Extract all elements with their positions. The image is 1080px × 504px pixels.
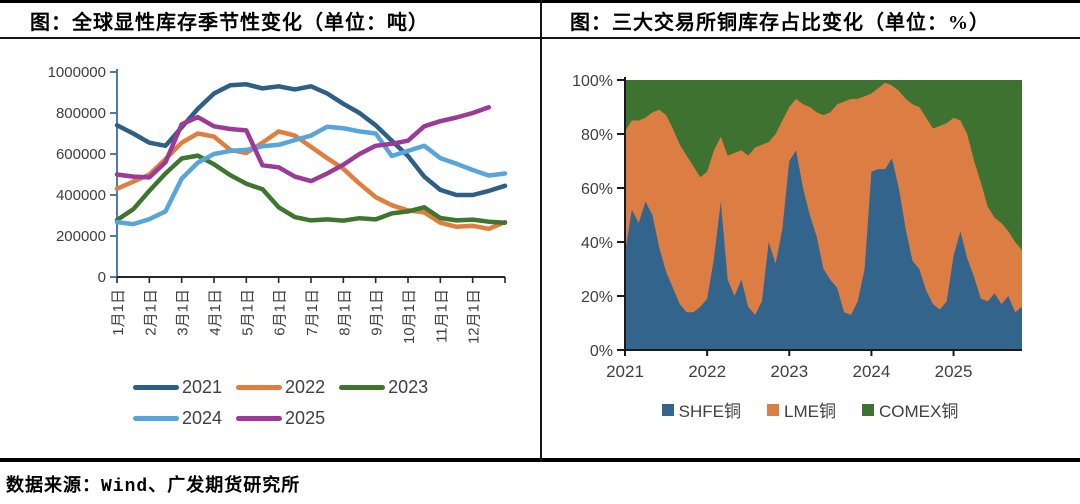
right-chart-cell: 0% 20% 40% 60% 80% 100% 2021 2022 2023 2024 2025 S… <box>540 39 1080 458</box>
series-line-2024 <box>114 124 508 227</box>
left-chart-legend: 2021 2022 2023 2024 2025 <box>133 377 463 429</box>
right-y-tick-label: 40% <box>581 235 613 252</box>
legend-label: 2021 <box>182 377 223 397</box>
left-x-tick-label: 6月1日 <box>272 289 289 336</box>
right-chart-legend: SHFE铜 LME铜 COMEX铜 <box>540 397 1080 422</box>
left-y-tick-label: 600000 <box>56 146 106 163</box>
left-x-tick-label: 3月1日 <box>175 289 192 336</box>
legend-square-swatch <box>861 403 874 416</box>
data-source-note: 数据来源：Wind、广发期货研究所 <box>6 477 301 497</box>
left-x-tick-label: 7月1日 <box>304 289 321 336</box>
legend-item-2021: 2021 <box>133 377 222 398</box>
legend-line-swatch <box>133 416 179 421</box>
legend-line-swatch <box>339 385 386 390</box>
left-y-tick-label: 1000000 <box>48 64 106 81</box>
left-y-tick-label: 400000 <box>56 187 106 204</box>
left-x-tick-label: 9月1日 <box>369 289 386 336</box>
right-y-tick-label: 60% <box>581 181 613 198</box>
legend-item-2025: 2025 <box>236 408 325 429</box>
right-y-tick-label: 20% <box>581 289 613 306</box>
right-x-tick-label: 2023 <box>770 362 808 381</box>
legend-line-swatch <box>133 385 179 390</box>
right-x-tick-label: 2024 <box>852 362 890 381</box>
series-line-2023 <box>114 153 508 225</box>
legend-item-2022: 2022 <box>236 377 325 398</box>
legend-item-LME铜: LME铜 <box>767 397 836 422</box>
left-y-tick-label: 800000 <box>56 105 106 122</box>
right-chart-title: 图：三大交易所铜库存占比变化（单位：%） <box>570 11 990 34</box>
left-x-tick-label: 1月1日 <box>110 289 127 336</box>
legend-item-SHFE铜: SHFE铜 <box>661 397 742 422</box>
legend-label: COMEX铜 <box>878 402 959 421</box>
left-x-tick-label: 11月1日 <box>433 289 450 343</box>
legend-label: LME铜 <box>784 402 836 421</box>
right-y-tick-label: 0% <box>590 343 613 360</box>
legend-label: 2022 <box>285 377 326 397</box>
left-x-tick-label: 8月1日 <box>336 289 353 336</box>
legend-label: 2025 <box>285 408 326 428</box>
left-x-tick-label: 4月1日 <box>207 289 224 336</box>
charts-row: 0 200000 400000 600000 800000 1000000 1月1日 2月1日… <box>0 39 1080 458</box>
series-line-2025 <box>114 105 492 184</box>
legend-label: SHFE铜 <box>678 402 742 421</box>
legend-item-2024: 2024 <box>133 408 222 429</box>
legend-label: 2024 <box>182 408 223 428</box>
legend-line-swatch <box>236 385 283 390</box>
left-y-tick-label: 200000 <box>56 228 106 245</box>
center-divider-rule <box>540 0 542 462</box>
left-chart-title: 图：全球显性库存季节性变化（单位：吨） <box>30 11 429 34</box>
area-shfe <box>625 150 1022 350</box>
left-x-tick-label: 5月1日 <box>239 289 256 336</box>
legend-item-2023: 2023 <box>339 377 428 398</box>
left-x-tick-label: 2月1日 <box>142 289 159 336</box>
legend-label: 2023 <box>388 377 429 397</box>
legend-line-swatch <box>236 416 283 421</box>
exchange-share-stacked-area-chart: 0% 20% 40% 60% 80% 100% 2021 2022 2023 2024 2025 <box>572 73 1022 381</box>
legend-square-swatch <box>661 403 674 416</box>
right-x-tick-label: 2022 <box>688 362 726 381</box>
left-chart-cell: 0 200000 400000 600000 800000 1000000 1月1日 2月1日… <box>0 39 540 458</box>
left-x-tick-label: 12月1日 <box>466 289 483 344</box>
right-x-tick-label: 2025 <box>935 362 973 381</box>
right-y-tick-label: 100% <box>572 73 613 90</box>
left-y-tick-label: 0 <box>98 269 106 286</box>
right-x-tick-label: 2021 <box>606 362 644 381</box>
right-y-tick-label: 80% <box>581 127 613 144</box>
seasonal-inventory-line-chart: 0 200000 400000 600000 800000 1000000 1月1日 2月1日… <box>48 64 508 344</box>
legend-square-swatch <box>767 403 780 416</box>
left-x-tick-label: 10月1日 <box>401 289 418 344</box>
legend-item-COMEX铜: COMEX铜 <box>861 397 959 422</box>
series-line-2022 <box>114 129 508 232</box>
